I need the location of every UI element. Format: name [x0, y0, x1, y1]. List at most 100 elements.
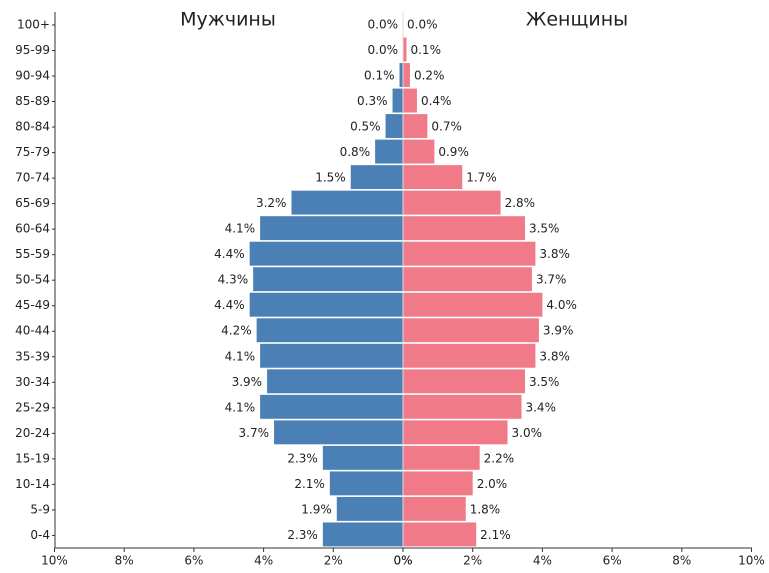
bar: [403, 394, 522, 419]
value-label: 2.1%: [480, 528, 511, 542]
bar: [403, 420, 508, 445]
value-label: 3.9%: [543, 324, 574, 338]
value-label: 1.7%: [466, 171, 497, 185]
x-tick-label: 2%: [463, 554, 482, 568]
y-tick-label: 30-34: [15, 375, 50, 389]
value-label: 0.0%: [368, 43, 399, 57]
x-tick-label: 8%: [672, 554, 691, 568]
y-tick-label: 90-94: [15, 69, 50, 83]
bar: [403, 63, 410, 87]
bar: [403, 267, 532, 292]
value-label: 4.1%: [225, 222, 256, 236]
value-label: 4.3%: [218, 273, 249, 287]
y-tick-label: 10-14: [15, 477, 50, 491]
value-label: 0.1%: [410, 43, 441, 57]
value-label: 4.4%: [214, 247, 245, 261]
x-tick-label: 10%: [41, 554, 68, 568]
bar: [399, 63, 403, 87]
bar: [403, 139, 435, 164]
bar: [403, 37, 407, 62]
value-label: 0.3%: [357, 94, 388, 108]
bar: [403, 114, 428, 139]
bar: [403, 318, 539, 343]
x-tick-label: 4%: [533, 554, 552, 568]
bar: [291, 190, 403, 215]
value-label: 3.7%: [536, 273, 567, 287]
left-title: Мужчины: [180, 9, 276, 31]
bar: [403, 369, 525, 394]
y-tick-label: 20-24: [15, 426, 50, 440]
y-tick-label: 40-44: [15, 324, 50, 338]
value-label: 1.8%: [470, 502, 501, 516]
value-label: 0.5%: [350, 120, 381, 134]
bar: [253, 267, 403, 292]
y-tick-label: 60-64: [15, 222, 50, 236]
x-tick-label: 10%: [738, 554, 765, 568]
y-tick-label: 55-59: [15, 247, 50, 261]
y-tick-label: 0-4: [30, 528, 50, 542]
value-label: 0.7%: [431, 120, 462, 134]
value-label: 2.8%: [505, 196, 535, 210]
bar: [322, 445, 403, 470]
bar: [249, 241, 403, 266]
value-label: 4.1%: [225, 400, 256, 414]
x-tick-label: 2%: [324, 554, 343, 568]
y-tick-label: 15-19: [15, 451, 50, 465]
bar: [403, 292, 543, 317]
bar: [403, 522, 477, 547]
value-label: 4.0%: [546, 298, 577, 312]
value-label: 2.3%: [287, 451, 318, 465]
bar: [322, 522, 403, 547]
y-tick-label: 80-84: [15, 120, 50, 134]
bar: [375, 139, 403, 164]
bar: [260, 394, 403, 419]
value-label: 4.4%: [214, 298, 245, 312]
bar: [336, 496, 403, 521]
bar: [260, 343, 403, 368]
bar: [249, 292, 403, 317]
value-label: 4.1%: [225, 349, 256, 363]
value-label: 3.0%: [512, 426, 543, 440]
value-label: 3.2%: [256, 196, 287, 210]
value-label: 3.8%: [539, 247, 570, 261]
y-tick-label: 35-39: [15, 349, 50, 363]
y-tick-label: 45-49: [15, 298, 50, 312]
bar: [350, 165, 403, 190]
right-title: Женщины: [526, 9, 628, 31]
y-tick-label: 100+: [17, 17, 50, 31]
bar: [403, 496, 466, 521]
x-tick-label: 6%: [184, 554, 203, 568]
value-label: 0.1%: [364, 69, 395, 83]
value-label: 3.8%: [539, 349, 570, 363]
value-label: 2.2%: [484, 451, 515, 465]
bar: [403, 216, 525, 241]
value-label: 0.2%: [414, 69, 445, 83]
x-tick-label: 4%: [254, 554, 273, 568]
value-label: 2.3%: [287, 528, 318, 542]
bar: [403, 88, 417, 113]
y-tick-label: 65-69: [15, 196, 50, 210]
x-tick-label: 0%: [393, 554, 412, 568]
x-tick-label: 8%: [115, 554, 134, 568]
value-label: 2.0%: [477, 477, 508, 491]
value-label: 3.5%: [529, 375, 560, 389]
value-label: 3.4%: [525, 400, 556, 414]
y-tick-label: 5-9: [30, 502, 50, 516]
value-label: 1.9%: [301, 502, 332, 516]
value-label: 1.5%: [315, 171, 346, 185]
value-label: 3.5%: [529, 222, 560, 236]
value-label: 0.0%: [407, 17, 438, 31]
bar: [392, 88, 403, 113]
bar: [403, 445, 480, 470]
bar: [260, 216, 403, 241]
bar: [403, 343, 536, 368]
x-tick-label: 6%: [603, 554, 622, 568]
bar: [403, 165, 463, 190]
value-label: 0.4%: [421, 94, 452, 108]
value-label: 0.0%: [368, 17, 399, 31]
bar: [385, 114, 403, 139]
bar: [403, 471, 473, 496]
y-tick-label: 85-89: [15, 94, 50, 108]
y-tick-label: 95-99: [15, 43, 50, 57]
